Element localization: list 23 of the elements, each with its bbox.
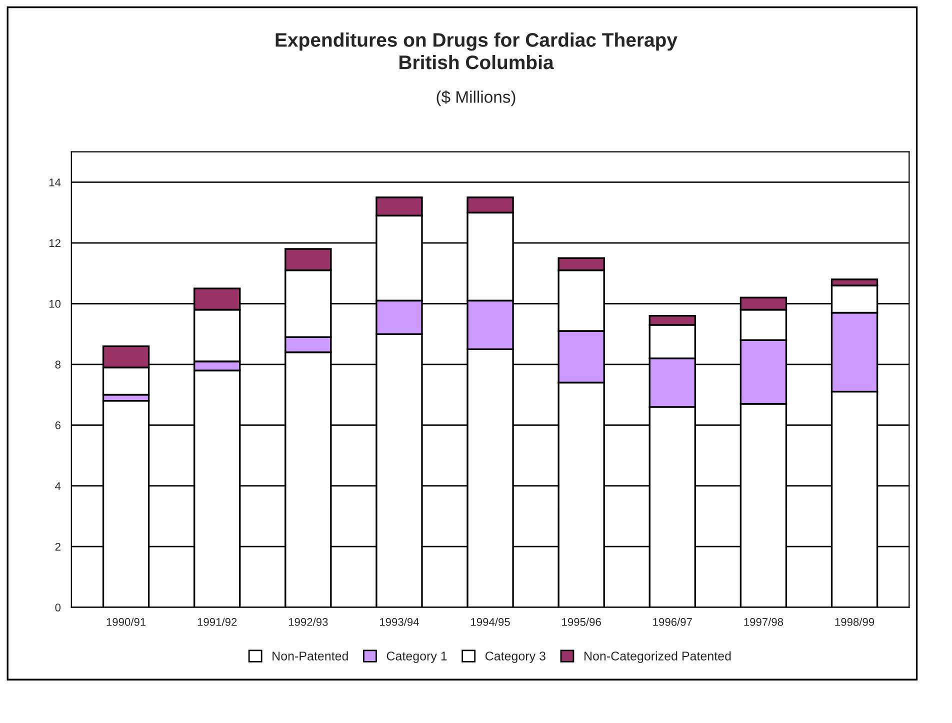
chart-subtitle: ($ Millions) [436,90,516,106]
x-tick-label: 1994/95 [471,618,510,626]
legend-label: Category 3 [485,652,546,663]
legend-label: Non-Patented [272,651,348,660]
x-tick-label: 1992/93 [288,618,328,626]
y-tick-label: 14 [49,178,61,186]
y-tick-label: 8 [55,360,60,369]
legend-label: Non-Categorized Patented [584,651,731,663]
x-tick-label: 1998/99 [835,618,874,626]
y-tick-label: 12 [49,239,60,247]
x-tick-label: 1995/96 [562,618,601,626]
y-tick-label: 10 [49,300,61,308]
x-tick-label: 1996/97 [653,618,692,626]
chart-title: Expenditures on Drugs for Cardiac Therapy British Columbia [276,32,678,70]
x-tick-label: 1991/92 [198,618,237,626]
x-tick-label: 1997/98 [744,618,784,626]
x-tick-label: 1993/94 [380,618,419,626]
legend-label: Category 1 [386,652,447,663]
y-tick-label: 0 [55,604,61,612]
x-tick-label: 1990/91 [106,618,146,626]
y-tick-label: 4 [55,482,61,490]
y-tick-label: 2 [55,542,60,551]
y-tick-label: 6 [55,421,60,430]
